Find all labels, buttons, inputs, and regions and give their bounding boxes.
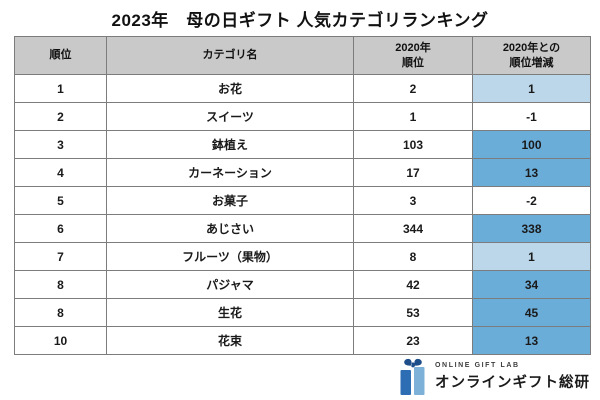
rank-2020-cell: 344: [353, 214, 473, 243]
rank-2020-cell: 1: [353, 102, 473, 131]
rank-change-cell: 1: [472, 74, 591, 103]
brand-name-english: ONLINE GIFT LAB: [435, 361, 520, 369]
rank-change-cell: 34: [472, 270, 591, 299]
footer-logo-text: ONLINE GIFT LAB オンラインギフト総研: [435, 362, 590, 392]
table-row: 10 花束 23 13: [14, 326, 591, 355]
rank-change-cell: 13: [472, 158, 591, 187]
rank-change-cell: -1: [472, 102, 591, 131]
category-cell: 生花: [106, 298, 354, 327]
category-cell: あじさい: [106, 214, 354, 243]
category-cell: お菓子: [106, 186, 354, 215]
rank-change-cell: -2: [472, 186, 591, 215]
table-row: 4 カーネーション 17 13: [14, 158, 591, 187]
rank-cell: 4: [14, 158, 107, 187]
rank-cell: 3: [14, 130, 107, 159]
column-header-rank-change: 2020年との 順位増減: [472, 36, 591, 75]
rank-change-cell: 338: [472, 214, 591, 243]
rank-change-cell: 13: [472, 326, 591, 355]
table-row: 1 お花 2 1: [14, 74, 591, 103]
rank-2020-cell: 8: [353, 242, 473, 271]
category-cell: 鉢植え: [106, 130, 354, 159]
rank-cell: 5: [14, 186, 107, 215]
brand-name-japanese: オンラインギフト総研: [435, 374, 590, 391]
table-row: 5 お菓子 3 -2: [14, 186, 591, 215]
rank-2020-cell: 2: [353, 74, 473, 103]
category-cell: カーネーション: [106, 158, 354, 187]
rank-2020-cell: 53: [353, 298, 473, 327]
rank-cell: 7: [14, 242, 107, 271]
rank-2020-cell: 103: [353, 130, 473, 159]
category-cell: 花束: [106, 326, 354, 355]
column-header-category: カテゴリ名: [106, 36, 354, 75]
ranking-table: 順位 カテゴリ名 2020年 順位 2020年との 順位増減 1 お花 2 1 …: [14, 36, 591, 355]
table-row: 7 フルーツ（果物） 8 1: [14, 242, 591, 271]
column-header-rank-2020: 2020年 順位: [353, 36, 473, 75]
rank-change-cell: 45: [472, 298, 591, 327]
gift-left-bar: [400, 370, 411, 395]
rank-change-cell: 100: [472, 130, 591, 159]
rank-cell: 10: [14, 326, 107, 355]
rank-cell: 1: [14, 74, 107, 103]
table-row: 2 スイーツ 1 -1: [14, 102, 591, 131]
category-cell: フルーツ（果物）: [106, 242, 354, 271]
gift-box-icon: [400, 358, 425, 395]
rank-cell: 2: [14, 102, 107, 131]
column-header-rank: 順位: [14, 36, 107, 75]
rank-cell: 8: [14, 298, 107, 327]
category-cell: スイーツ: [106, 102, 354, 131]
rank-2020-cell: 42: [353, 270, 473, 299]
category-cell: パジャマ: [106, 270, 354, 299]
rank-2020-cell: 17: [353, 158, 473, 187]
table-row: 8 パジャマ 42 34: [14, 270, 591, 299]
rank-2020-cell: 3: [353, 186, 473, 215]
category-cell: お花: [106, 74, 354, 103]
gift-bow-icon: [404, 358, 422, 368]
rank-change-cell: 1: [472, 242, 591, 271]
footer-logo: ONLINE GIFT LAB オンラインギフト総研: [399, 358, 590, 395]
rank-cell: 6: [14, 214, 107, 243]
gift-right-bar: [414, 367, 425, 395]
page-title: 2023年 母の日ギフト 人気カテゴリランキング: [111, 11, 489, 30]
table-row: 8 生花 53 45: [14, 298, 591, 327]
rank-cell: 8: [14, 270, 107, 299]
table-row: 3 鉢植え 103 100: [14, 130, 591, 159]
rank-2020-cell: 23: [353, 326, 473, 355]
table-row: 6 あじさい 344 338: [14, 214, 591, 243]
header-row: 順位 カテゴリ名 2020年 順位 2020年との 順位増減: [14, 36, 591, 75]
